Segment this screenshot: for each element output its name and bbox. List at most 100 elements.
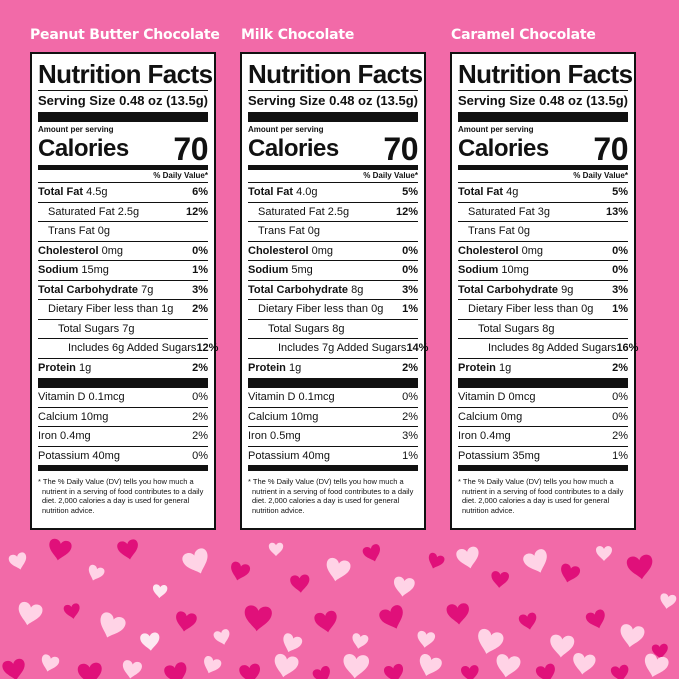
- heart-icon: [461, 665, 479, 679]
- nutrient-name: Includes 7g Added Sugars: [278, 342, 407, 354]
- heart-icon: [523, 549, 547, 573]
- nutrient-name: Protein: [38, 361, 76, 374]
- heart-icon: [496, 654, 521, 678]
- vitamin-name: Vitamin D: [458, 391, 506, 403]
- nutrient-daily-value: 3%: [402, 283, 418, 296]
- vitamin-daily-value: 0%: [402, 391, 418, 403]
- nutrient-daily-value: 3%: [192, 283, 208, 296]
- heart-icon: [610, 664, 629, 679]
- nutrient-row: Cholesterol 0mg 0%: [38, 242, 208, 261]
- heart-icon: [550, 634, 575, 658]
- nutrient-amount: 2.5g: [327, 205, 350, 218]
- heart-icon: [204, 656, 222, 674]
- nutrient-row: Total Carbohydrate 7g 3%: [38, 281, 208, 300]
- nutrient-amount: 0g: [97, 225, 110, 237]
- heart-icon: [18, 601, 43, 626]
- nutrient-amount: 8g: [332, 322, 345, 335]
- calories-label: Calories: [38, 135, 129, 162]
- heart-icon: [660, 593, 677, 609]
- nutrient-amount: 9g: [561, 283, 574, 296]
- vitamin-name: Calcium: [458, 410, 498, 423]
- heart-icon: [535, 663, 555, 679]
- heart-icon: [620, 624, 645, 648]
- heart-icon: [478, 628, 504, 654]
- vitamin-amount: 40mg: [302, 449, 330, 462]
- heart-icon: [343, 653, 370, 679]
- heart-icon: [651, 643, 668, 659]
- nutrient-name: Dietary Fiber less than: [48, 303, 159, 315]
- daily-value-header: % Daily Value*: [38, 170, 208, 183]
- vitamin-name: Vitamin D: [38, 391, 86, 403]
- nutrient-daily-value: 0%: [192, 244, 208, 257]
- vitamin-name: Potassium: [248, 449, 300, 462]
- serving-size-value: 0.48 oz (13.5g): [119, 93, 208, 108]
- nutrient-row: Cholesterol 0mg 0%: [458, 242, 628, 261]
- nutrient-daily-value: 0%: [612, 264, 628, 276]
- nutrient-name: Total Sugars: [478, 322, 540, 335]
- nutrient-amount: 4.5g: [86, 186, 108, 198]
- heart-icon: [419, 654, 442, 676]
- divider-medium: [458, 165, 628, 170]
- heart-icon: [49, 538, 72, 561]
- vitamin-name: Iron: [458, 430, 477, 442]
- vitamin-amount: 0.5mg: [270, 430, 301, 442]
- product-title-peanut-butter: Peanut Butter Chocolate: [30, 27, 220, 43]
- nutrient-name: Sodium: [458, 264, 499, 276]
- nutrient-name: Total Sugars: [268, 322, 330, 335]
- divider-thick: [458, 378, 628, 388]
- serving-size-label: Serving Size: [248, 93, 326, 108]
- nutrition-facts-panel: Nutrition Facts Serving Size 0.48 oz (13.5…: [30, 52, 218, 530]
- nutrient-daily-value: 0%: [402, 264, 418, 276]
- heart-icon: [152, 584, 168, 599]
- heart-icon: [140, 632, 160, 651]
- nutrient-daily-value: 12%: [196, 342, 219, 354]
- daily-value-header: % Daily Value*: [248, 170, 418, 183]
- nutrient-daily-value: 6%: [192, 186, 208, 198]
- nutrient-row: Includes 8g Added Sugars 16%: [458, 339, 638, 359]
- nutrition-facts-title: Nutrition Facts: [38, 59, 213, 89]
- nutrient-amount: 0mg: [521, 244, 543, 257]
- nutrient-amount: 8g: [542, 322, 555, 335]
- nutrient-row: Sodium 5mg 0%: [248, 261, 418, 281]
- nutrient-name: Total Fat: [458, 186, 504, 198]
- nutrient-name: Includes 8g Added Sugars: [488, 342, 617, 354]
- nutrient-row: Total Sugars 7g: [38, 320, 208, 339]
- nutrient-row: Includes 6g Added Sugars 12%: [38, 339, 218, 359]
- nutrient-name: Trans Fat: [258, 225, 305, 237]
- nutrient-row: Saturated Fat 2.5g 12%: [248, 203, 418, 222]
- heart-icon: [596, 546, 612, 561]
- serving-size-row: Serving Size 0.48 oz (13.5g): [458, 90, 628, 109]
- serving-size-label: Serving Size: [38, 93, 116, 108]
- vitamin-name: Vitamin D: [248, 391, 296, 403]
- serving-size-row: Serving Size 0.48 oz (13.5g): [248, 90, 418, 109]
- nutrient-amount: 5mg: [291, 264, 313, 276]
- vitamin-row: Iron 0.4mg 2%: [458, 427, 628, 447]
- heart-icon: [274, 653, 299, 678]
- nutrient-amount: 7g: [122, 322, 135, 335]
- nutrient-amount: 0g: [371, 303, 384, 315]
- vitamin-amount: 0mg: [500, 410, 523, 423]
- nutrient-daily-value: 16%: [616, 342, 639, 354]
- nutrient-amount: 4.0g: [296, 186, 318, 198]
- amount-per-serving: Amount per serving: [458, 125, 534, 134]
- nutrient-name: Sodium: [38, 264, 79, 276]
- vitamin-amount: 0mcg: [508, 391, 536, 403]
- serving-size-value: 0.48 oz (13.5g): [329, 93, 418, 108]
- daily-value-footnote: * The % Daily Value (DV) tells you how m…: [248, 477, 414, 515]
- nutrition-facts-title: Nutrition Facts: [248, 59, 423, 89]
- amount-per-serving: Amount per serving: [248, 125, 324, 134]
- calories-value: 70: [593, 131, 628, 167]
- heart-icon: [244, 605, 272, 632]
- vitamin-row: Calcium 0mg 0%: [458, 408, 628, 427]
- heart-icon: [362, 544, 381, 562]
- calories-value: 70: [383, 131, 418, 167]
- nutrient-daily-value: 12%: [185, 205, 208, 218]
- heart-icon: [63, 603, 80, 619]
- product-title-caramel: Caramel Chocolate: [451, 27, 596, 43]
- heart-icon: [352, 633, 369, 649]
- nutrient-name: Dietary Fiber less than: [468, 303, 579, 315]
- vitamin-amount: 35mg: [512, 449, 540, 462]
- nutrition-facts-panel: Nutrition Facts Serving Size 0.48 oz (13.5…: [240, 52, 428, 530]
- heart-icon: [88, 564, 105, 581]
